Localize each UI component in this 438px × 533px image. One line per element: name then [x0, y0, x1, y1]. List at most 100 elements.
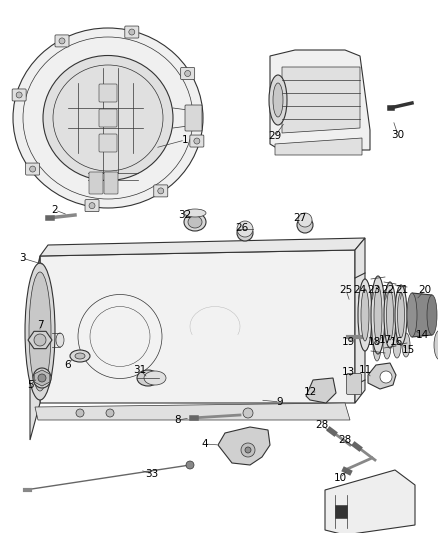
Text: 5: 5	[27, 380, 33, 390]
Text: 14: 14	[415, 330, 429, 340]
Circle shape	[89, 203, 95, 208]
Ellipse shape	[395, 285, 407, 345]
Circle shape	[16, 92, 22, 98]
Ellipse shape	[137, 370, 159, 386]
Ellipse shape	[43, 55, 173, 181]
Text: 30: 30	[392, 130, 405, 140]
Polygon shape	[325, 470, 415, 533]
Circle shape	[38, 374, 46, 382]
Text: 1: 1	[182, 135, 188, 145]
Circle shape	[194, 138, 200, 144]
Polygon shape	[35, 403, 350, 420]
Ellipse shape	[75, 353, 85, 359]
Text: 32: 32	[178, 210, 192, 220]
FancyBboxPatch shape	[26, 163, 39, 175]
Ellipse shape	[373, 329, 381, 361]
Circle shape	[243, 408, 253, 418]
Text: 20: 20	[418, 285, 431, 295]
Polygon shape	[270, 50, 370, 150]
Polygon shape	[335, 505, 347, 518]
FancyBboxPatch shape	[55, 35, 69, 47]
Circle shape	[186, 461, 194, 469]
Polygon shape	[28, 332, 52, 349]
Text: 25: 25	[339, 285, 353, 295]
Circle shape	[237, 225, 253, 241]
Text: 23: 23	[367, 285, 381, 295]
Ellipse shape	[56, 333, 64, 347]
FancyBboxPatch shape	[85, 200, 99, 212]
Circle shape	[34, 334, 46, 346]
Text: 11: 11	[358, 365, 371, 375]
Text: 8: 8	[175, 415, 181, 425]
Ellipse shape	[188, 216, 202, 228]
Polygon shape	[34, 370, 50, 386]
Circle shape	[237, 221, 253, 237]
Text: 7: 7	[37, 320, 43, 330]
Text: 17: 17	[378, 335, 392, 345]
Text: 3: 3	[19, 253, 25, 263]
Ellipse shape	[384, 282, 396, 348]
Circle shape	[241, 443, 255, 457]
Circle shape	[158, 188, 164, 194]
Polygon shape	[412, 293, 432, 337]
Polygon shape	[368, 363, 396, 389]
Circle shape	[380, 371, 392, 383]
Circle shape	[106, 409, 114, 417]
Text: 29: 29	[268, 131, 282, 141]
FancyBboxPatch shape	[12, 89, 26, 101]
Polygon shape	[218, 427, 270, 465]
FancyBboxPatch shape	[185, 105, 202, 131]
Polygon shape	[275, 138, 362, 155]
FancyBboxPatch shape	[190, 135, 204, 147]
Text: 27: 27	[293, 213, 307, 223]
Circle shape	[59, 38, 65, 44]
FancyBboxPatch shape	[99, 84, 117, 102]
Circle shape	[245, 447, 251, 453]
Text: 15: 15	[401, 345, 415, 355]
Ellipse shape	[402, 333, 410, 357]
FancyBboxPatch shape	[346, 374, 361, 394]
FancyBboxPatch shape	[99, 134, 117, 152]
Text: 2: 2	[52, 205, 58, 215]
Text: 28: 28	[339, 435, 352, 445]
Circle shape	[185, 70, 191, 77]
Ellipse shape	[361, 289, 369, 341]
Ellipse shape	[33, 368, 51, 388]
Text: 21: 21	[396, 285, 409, 295]
Text: 22: 22	[381, 285, 395, 295]
Circle shape	[30, 166, 35, 172]
Ellipse shape	[13, 28, 203, 208]
Ellipse shape	[398, 293, 405, 337]
Text: 18: 18	[367, 337, 381, 347]
Ellipse shape	[70, 350, 90, 362]
Text: 26: 26	[235, 223, 249, 233]
Circle shape	[297, 217, 313, 233]
Ellipse shape	[374, 286, 382, 344]
FancyBboxPatch shape	[125, 26, 139, 38]
Text: 31: 31	[134, 365, 147, 375]
Text: 19: 19	[341, 337, 355, 347]
Ellipse shape	[144, 371, 166, 385]
Ellipse shape	[371, 276, 385, 354]
Text: 28: 28	[315, 420, 328, 430]
Text: 13: 13	[341, 367, 355, 377]
Polygon shape	[40, 250, 355, 403]
Circle shape	[298, 213, 312, 227]
Ellipse shape	[184, 213, 206, 231]
Ellipse shape	[427, 295, 437, 335]
Circle shape	[129, 29, 135, 35]
Polygon shape	[30, 256, 40, 440]
Ellipse shape	[269, 75, 287, 125]
FancyBboxPatch shape	[104, 172, 118, 194]
Ellipse shape	[184, 209, 206, 217]
Ellipse shape	[358, 279, 372, 351]
Text: 10: 10	[333, 473, 346, 483]
Circle shape	[76, 409, 84, 417]
Ellipse shape	[273, 83, 283, 117]
Ellipse shape	[393, 332, 401, 358]
Ellipse shape	[29, 272, 51, 391]
Polygon shape	[306, 378, 336, 403]
Text: 9: 9	[277, 397, 283, 407]
Ellipse shape	[407, 293, 417, 337]
FancyBboxPatch shape	[99, 109, 117, 127]
